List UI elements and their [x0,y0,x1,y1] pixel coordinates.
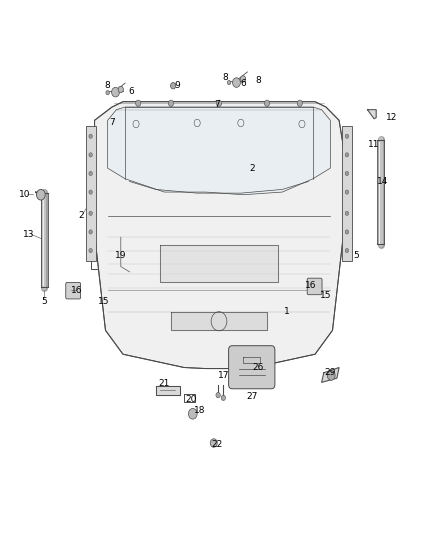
Text: 11: 11 [368,140,380,149]
Circle shape [118,86,124,93]
Circle shape [345,134,349,139]
Text: 8: 8 [255,76,261,85]
Circle shape [112,87,120,97]
Circle shape [345,248,349,253]
Text: 15: 15 [98,296,109,305]
Text: 22: 22 [211,440,223,449]
Circle shape [89,153,92,157]
Circle shape [89,211,92,215]
Circle shape [345,211,349,215]
Polygon shape [35,192,44,197]
Text: 12: 12 [386,113,397,122]
Circle shape [345,171,349,175]
Polygon shape [342,126,352,261]
Circle shape [89,190,92,194]
Text: 2: 2 [79,212,84,221]
Circle shape [89,230,92,234]
Text: 7: 7 [214,100,220,109]
Text: 29: 29 [325,368,336,377]
Circle shape [265,100,270,107]
Text: 7: 7 [109,118,115,127]
Text: 9: 9 [175,81,180,90]
Text: 18: 18 [194,406,205,415]
Circle shape [297,100,302,107]
Circle shape [240,76,246,82]
Text: 14: 14 [377,177,389,186]
Circle shape [210,439,217,447]
FancyBboxPatch shape [66,282,81,299]
Polygon shape [155,386,180,395]
Text: 21: 21 [159,379,170,388]
Text: 13: 13 [23,230,35,239]
Text: 5: 5 [42,296,47,305]
Circle shape [221,395,226,400]
Text: 27: 27 [246,392,258,401]
Circle shape [233,78,240,87]
Text: 2: 2 [249,164,254,173]
Circle shape [345,190,349,194]
Text: 26: 26 [253,363,264,372]
Text: 8: 8 [105,81,110,90]
Polygon shape [95,102,346,368]
Circle shape [188,408,197,419]
Polygon shape [321,368,339,382]
Text: 6: 6 [129,86,134,95]
Circle shape [168,100,173,107]
Text: 16: 16 [305,280,316,289]
Circle shape [89,134,92,139]
Text: 8: 8 [223,73,229,82]
Circle shape [216,100,222,107]
Circle shape [36,189,45,200]
Circle shape [106,91,110,95]
Circle shape [89,248,92,253]
Text: 20: 20 [185,395,196,404]
Circle shape [345,153,349,157]
Polygon shape [108,107,330,195]
Text: 6: 6 [240,78,246,87]
Text: 10: 10 [19,190,31,199]
Text: 17: 17 [218,371,229,380]
Circle shape [136,100,141,107]
Circle shape [227,80,231,85]
Circle shape [170,83,176,89]
Polygon shape [86,126,96,261]
Text: 1: 1 [284,307,290,316]
FancyBboxPatch shape [307,278,322,295]
Text: 15: 15 [320,291,332,300]
Text: 5: 5 [353,252,360,260]
Circle shape [216,392,220,398]
FancyBboxPatch shape [229,346,275,389]
Circle shape [89,171,92,175]
Circle shape [345,230,349,234]
Text: 19: 19 [115,252,127,260]
Polygon shape [367,110,376,119]
Text: 16: 16 [71,286,83,295]
Circle shape [327,370,335,380]
